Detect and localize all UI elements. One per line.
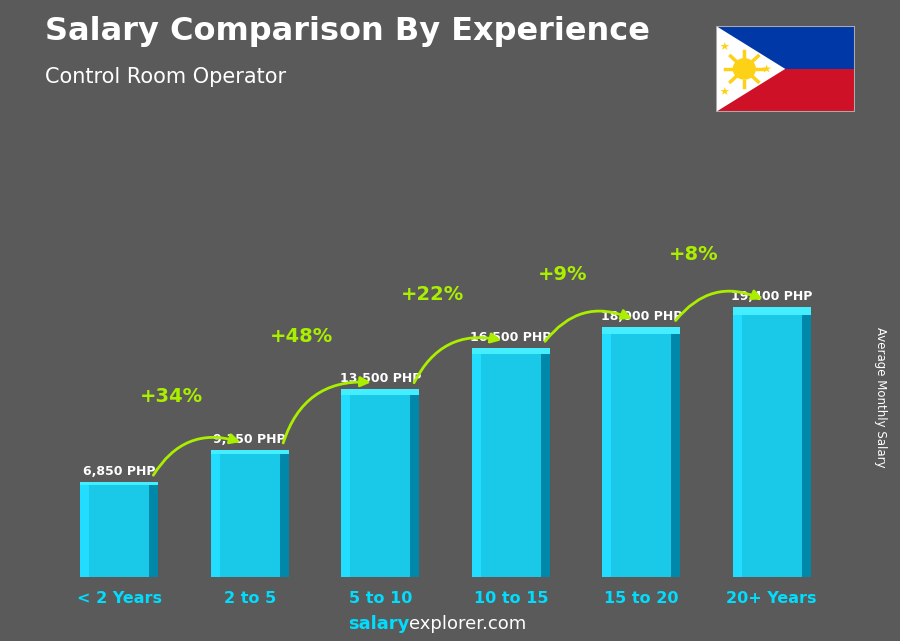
Polygon shape [716,26,785,112]
Bar [472,347,481,577]
Polygon shape [720,42,729,50]
Bar [149,482,158,577]
Bar [410,390,419,577]
Text: +34%: +34% [140,388,203,406]
Bar [602,327,611,577]
Bar [802,308,811,577]
Bar [80,482,158,485]
Bar [211,450,220,577]
Bar [472,347,550,354]
Text: 13,500 PHP: 13,500 PHP [339,372,421,385]
Text: 6,850 PHP: 6,850 PHP [83,465,156,478]
Bar [341,390,350,577]
Text: 9,150 PHP: 9,150 PHP [213,433,286,445]
Text: Control Room Operator: Control Room Operator [45,67,286,87]
Bar [716,26,855,69]
Bar [602,327,680,577]
Text: +9%: +9% [538,265,588,283]
Bar [472,347,550,577]
Polygon shape [720,87,729,95]
Bar [211,450,289,454]
Bar [341,390,419,577]
Circle shape [733,58,756,79]
Bar [733,308,811,315]
Bar [733,308,742,577]
Bar [280,450,289,577]
Text: 18,000 PHP: 18,000 PHP [600,310,682,322]
Bar [541,347,550,577]
Text: +48%: +48% [270,327,334,346]
Bar [80,482,158,577]
Bar [733,308,811,577]
Bar [716,69,855,112]
Text: 16,500 PHP: 16,500 PHP [470,331,552,344]
Polygon shape [762,65,771,72]
Text: 19,400 PHP: 19,400 PHP [731,290,813,303]
Text: Salary Comparison By Experience: Salary Comparison By Experience [45,16,650,47]
Bar [80,482,89,577]
Bar [602,327,680,334]
Text: salary: salary [348,615,410,633]
Text: Average Monthly Salary: Average Monthly Salary [874,327,886,468]
Text: +22%: +22% [400,285,464,304]
Bar [211,450,289,577]
Text: +8%: +8% [669,245,718,264]
Text: explorer.com: explorer.com [410,615,526,633]
Bar [671,327,680,577]
Bar [341,389,419,395]
